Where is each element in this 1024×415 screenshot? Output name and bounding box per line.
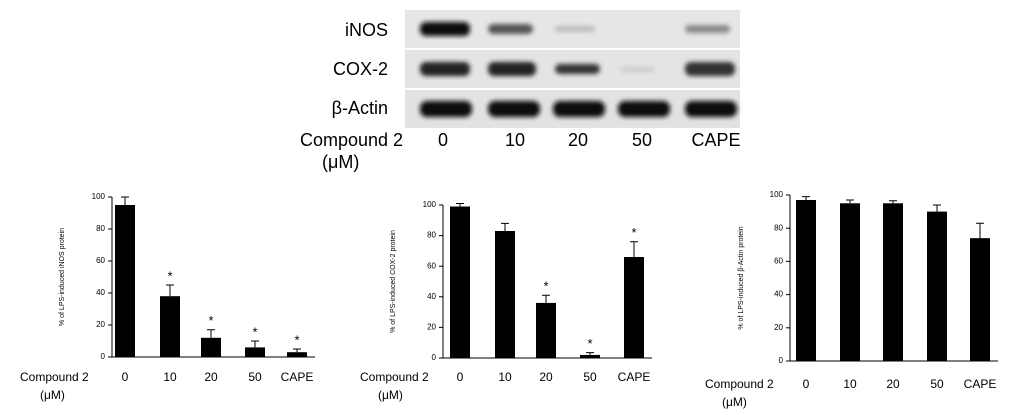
x-axis-unit: (μM) xyxy=(722,395,747,409)
significance-mark: * xyxy=(167,268,172,283)
bar xyxy=(883,203,903,361)
bar xyxy=(287,352,307,357)
error-bar xyxy=(251,340,259,348)
error-bar xyxy=(630,241,638,258)
y-tick-label: 40 xyxy=(96,288,105,297)
bar xyxy=(580,354,600,358)
bar xyxy=(450,206,470,358)
error-bar xyxy=(293,348,301,353)
significance-mark: * xyxy=(587,336,592,351)
bar xyxy=(115,205,135,357)
y-tick-label: 40 xyxy=(774,290,783,299)
lane-label: 10 xyxy=(505,130,525,150)
y-tick-label: 20 xyxy=(427,323,436,332)
bar xyxy=(536,302,556,358)
x-tick-label: 50 xyxy=(930,377,944,391)
x-tick-label: 0 xyxy=(803,377,810,391)
significance-mark: * xyxy=(208,313,213,328)
x-tick-label: 20 xyxy=(204,370,218,384)
x-axis-label: Compound 2 xyxy=(705,377,774,391)
x-tick-label: CAPE xyxy=(618,370,651,384)
y-tick-label: 60 xyxy=(774,257,783,266)
x-tick-label: CAPE xyxy=(281,370,314,384)
lane-label: 20 xyxy=(568,130,588,150)
x-axis-unit: (μM) xyxy=(378,388,403,402)
blot-row-label: iNOS xyxy=(345,20,388,40)
x-tick-label: 20 xyxy=(886,377,900,391)
y-tick-label: 100 xyxy=(423,200,437,209)
error-bar xyxy=(121,196,129,205)
blot-x-unit: (μM) xyxy=(322,152,359,172)
y-tick-label: 80 xyxy=(427,231,436,240)
error-bar xyxy=(976,222,984,239)
y-axis-label: % of LPS-induced iNOS protein xyxy=(59,228,66,326)
y-tick-label: 40 xyxy=(427,292,436,301)
error-bar xyxy=(933,204,941,212)
error-bar xyxy=(846,199,854,204)
error-bar xyxy=(501,222,509,232)
significance-mark: * xyxy=(294,332,299,347)
blot-row-label: COX-2 xyxy=(333,59,388,79)
x-tick-label: 10 xyxy=(843,377,857,391)
x-tick-label: 0 xyxy=(122,370,129,384)
bar xyxy=(160,296,180,357)
blot-image xyxy=(405,10,740,128)
error-bar xyxy=(456,202,464,207)
bar xyxy=(201,337,221,357)
blot-x-label: Compound 2 xyxy=(300,130,403,150)
x-axis-label: Compound 2 xyxy=(360,370,429,384)
y-tick-label: 80 xyxy=(96,224,105,233)
y-tick-label: 0 xyxy=(101,352,106,361)
bar xyxy=(796,199,816,361)
bar xyxy=(840,203,860,361)
x-tick-label: 10 xyxy=(163,370,177,384)
y-tick-label: 80 xyxy=(774,223,783,232)
y-tick-label: 60 xyxy=(96,256,105,265)
error-bar xyxy=(166,284,174,297)
y-tick-label: 100 xyxy=(770,190,784,199)
x-tick-label: CAPE xyxy=(964,377,997,391)
error-bar xyxy=(542,294,550,303)
significance-mark: * xyxy=(543,279,548,294)
x-tick-label: 10 xyxy=(498,370,512,384)
x-tick-label: 50 xyxy=(583,370,597,384)
bar xyxy=(927,211,947,361)
bar xyxy=(245,347,265,357)
error-bar xyxy=(802,196,810,200)
lane-label: 50 xyxy=(632,130,652,150)
lane-label: 0 xyxy=(438,130,448,150)
blot-row-label: β-Actin xyxy=(332,98,388,118)
x-tick-label: 20 xyxy=(539,370,553,384)
error-bar xyxy=(889,200,897,204)
lane-label: CAPE xyxy=(691,130,740,150)
y-tick-label: 0 xyxy=(432,353,437,362)
significance-mark: * xyxy=(252,324,257,339)
y-tick-label: 0 xyxy=(779,356,784,365)
y-tick-label: 20 xyxy=(96,320,105,329)
x-tick-label: 0 xyxy=(457,370,464,384)
bar xyxy=(624,257,644,358)
error-bar xyxy=(586,352,594,355)
bar xyxy=(970,238,990,361)
y-tick-label: 60 xyxy=(427,261,436,270)
x-axis-label: Compound 2 xyxy=(20,370,89,384)
y-tick-label: 100 xyxy=(92,192,106,201)
bar xyxy=(495,231,515,358)
x-axis-unit: (μM) xyxy=(40,388,65,402)
y-axis-label: % of LPS-induced β-Actin protein xyxy=(738,226,745,329)
y-tick-label: 20 xyxy=(774,323,783,332)
x-tick-label: 50 xyxy=(248,370,262,384)
y-axis-label: % of LPS-induced COX-2 protein xyxy=(390,230,397,333)
error-bar xyxy=(207,329,215,338)
significance-mark: * xyxy=(631,225,636,240)
